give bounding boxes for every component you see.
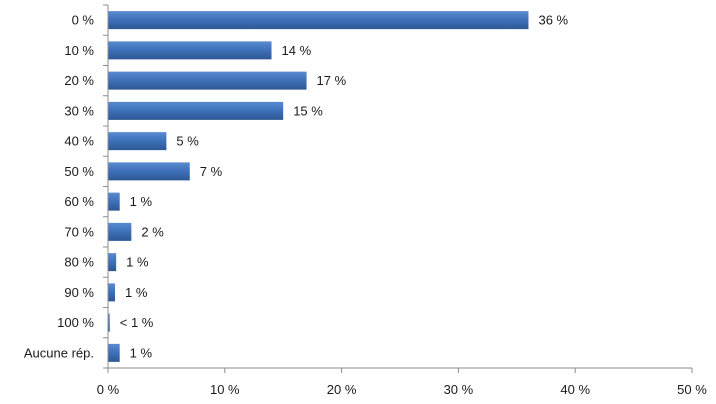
- data-label-6: 1 %: [130, 194, 153, 209]
- data-label-0: 36 %: [538, 13, 568, 28]
- x-tick-label-1: 10 %: [210, 382, 240, 397]
- bar-11: [108, 343, 120, 362]
- bar-0: [108, 11, 529, 30]
- category-label-7: 70 %: [64, 224, 94, 239]
- data-label-7: 2 %: [141, 224, 164, 239]
- data-label-8: 1 %: [126, 255, 149, 270]
- x-tick-label-4: 40 %: [560, 382, 590, 397]
- category-label-9: 90 %: [64, 285, 94, 300]
- category-label-3: 30 %: [64, 103, 94, 118]
- x-tick-label-0: 0 %: [97, 382, 120, 397]
- x-axis-ticks: 0 % 10 % 20 % 30 % 40 % 50 %: [97, 4, 707, 397]
- bar-7: [108, 222, 132, 241]
- category-label-8: 80 %: [64, 255, 94, 270]
- bar-8: [108, 253, 117, 272]
- bar-5: [108, 162, 190, 181]
- category-label-6: 60 %: [64, 194, 94, 209]
- x-tick-label-3: 30 %: [444, 382, 474, 397]
- data-label-9: 1 %: [125, 285, 148, 300]
- bar-6: [108, 192, 120, 211]
- data-label-4: 5 %: [176, 134, 199, 149]
- category-label-1: 10 %: [64, 43, 94, 58]
- category-label-5: 50 %: [64, 164, 94, 179]
- bar-10: [108, 313, 110, 332]
- data-label-2: 17 %: [317, 73, 347, 88]
- data-label-5: 7 %: [200, 164, 223, 179]
- data-label-3: 15 %: [293, 103, 323, 118]
- category-labels: 0 % 10 % 20 % 30 % 40 % 50 % 60 % 70 % 80 % 90 % 1…: [24, 13, 95, 361]
- category-label-4: 40 %: [64, 134, 94, 149]
- x-tick-label-2: 20 %: [327, 382, 357, 397]
- data-label-11: 1 %: [130, 345, 153, 360]
- category-label-0: 0 %: [72, 13, 95, 28]
- data-label-10: < 1 %: [120, 315, 154, 330]
- bar-3: [108, 101, 284, 120]
- category-label-2: 20 %: [64, 73, 94, 88]
- bar-1: [108, 41, 272, 60]
- x-tick-label-5: 50 %: [677, 382, 707, 397]
- bars-group: [108, 11, 529, 362]
- data-labels: 36 % 14 % 17 % 15 % 5 %7 % 1 % 2 % 1 % 1 % < 1 % 1…: [120, 13, 569, 361]
- category-label-11: Aucune rép.: [24, 345, 94, 360]
- category-label-10: 100 %: [57, 315, 94, 330]
- data-label-1: 14 %: [282, 43, 312, 58]
- bar-9: [108, 283, 116, 302]
- bar-2: [108, 71, 307, 90]
- bar-4: [108, 132, 167, 151]
